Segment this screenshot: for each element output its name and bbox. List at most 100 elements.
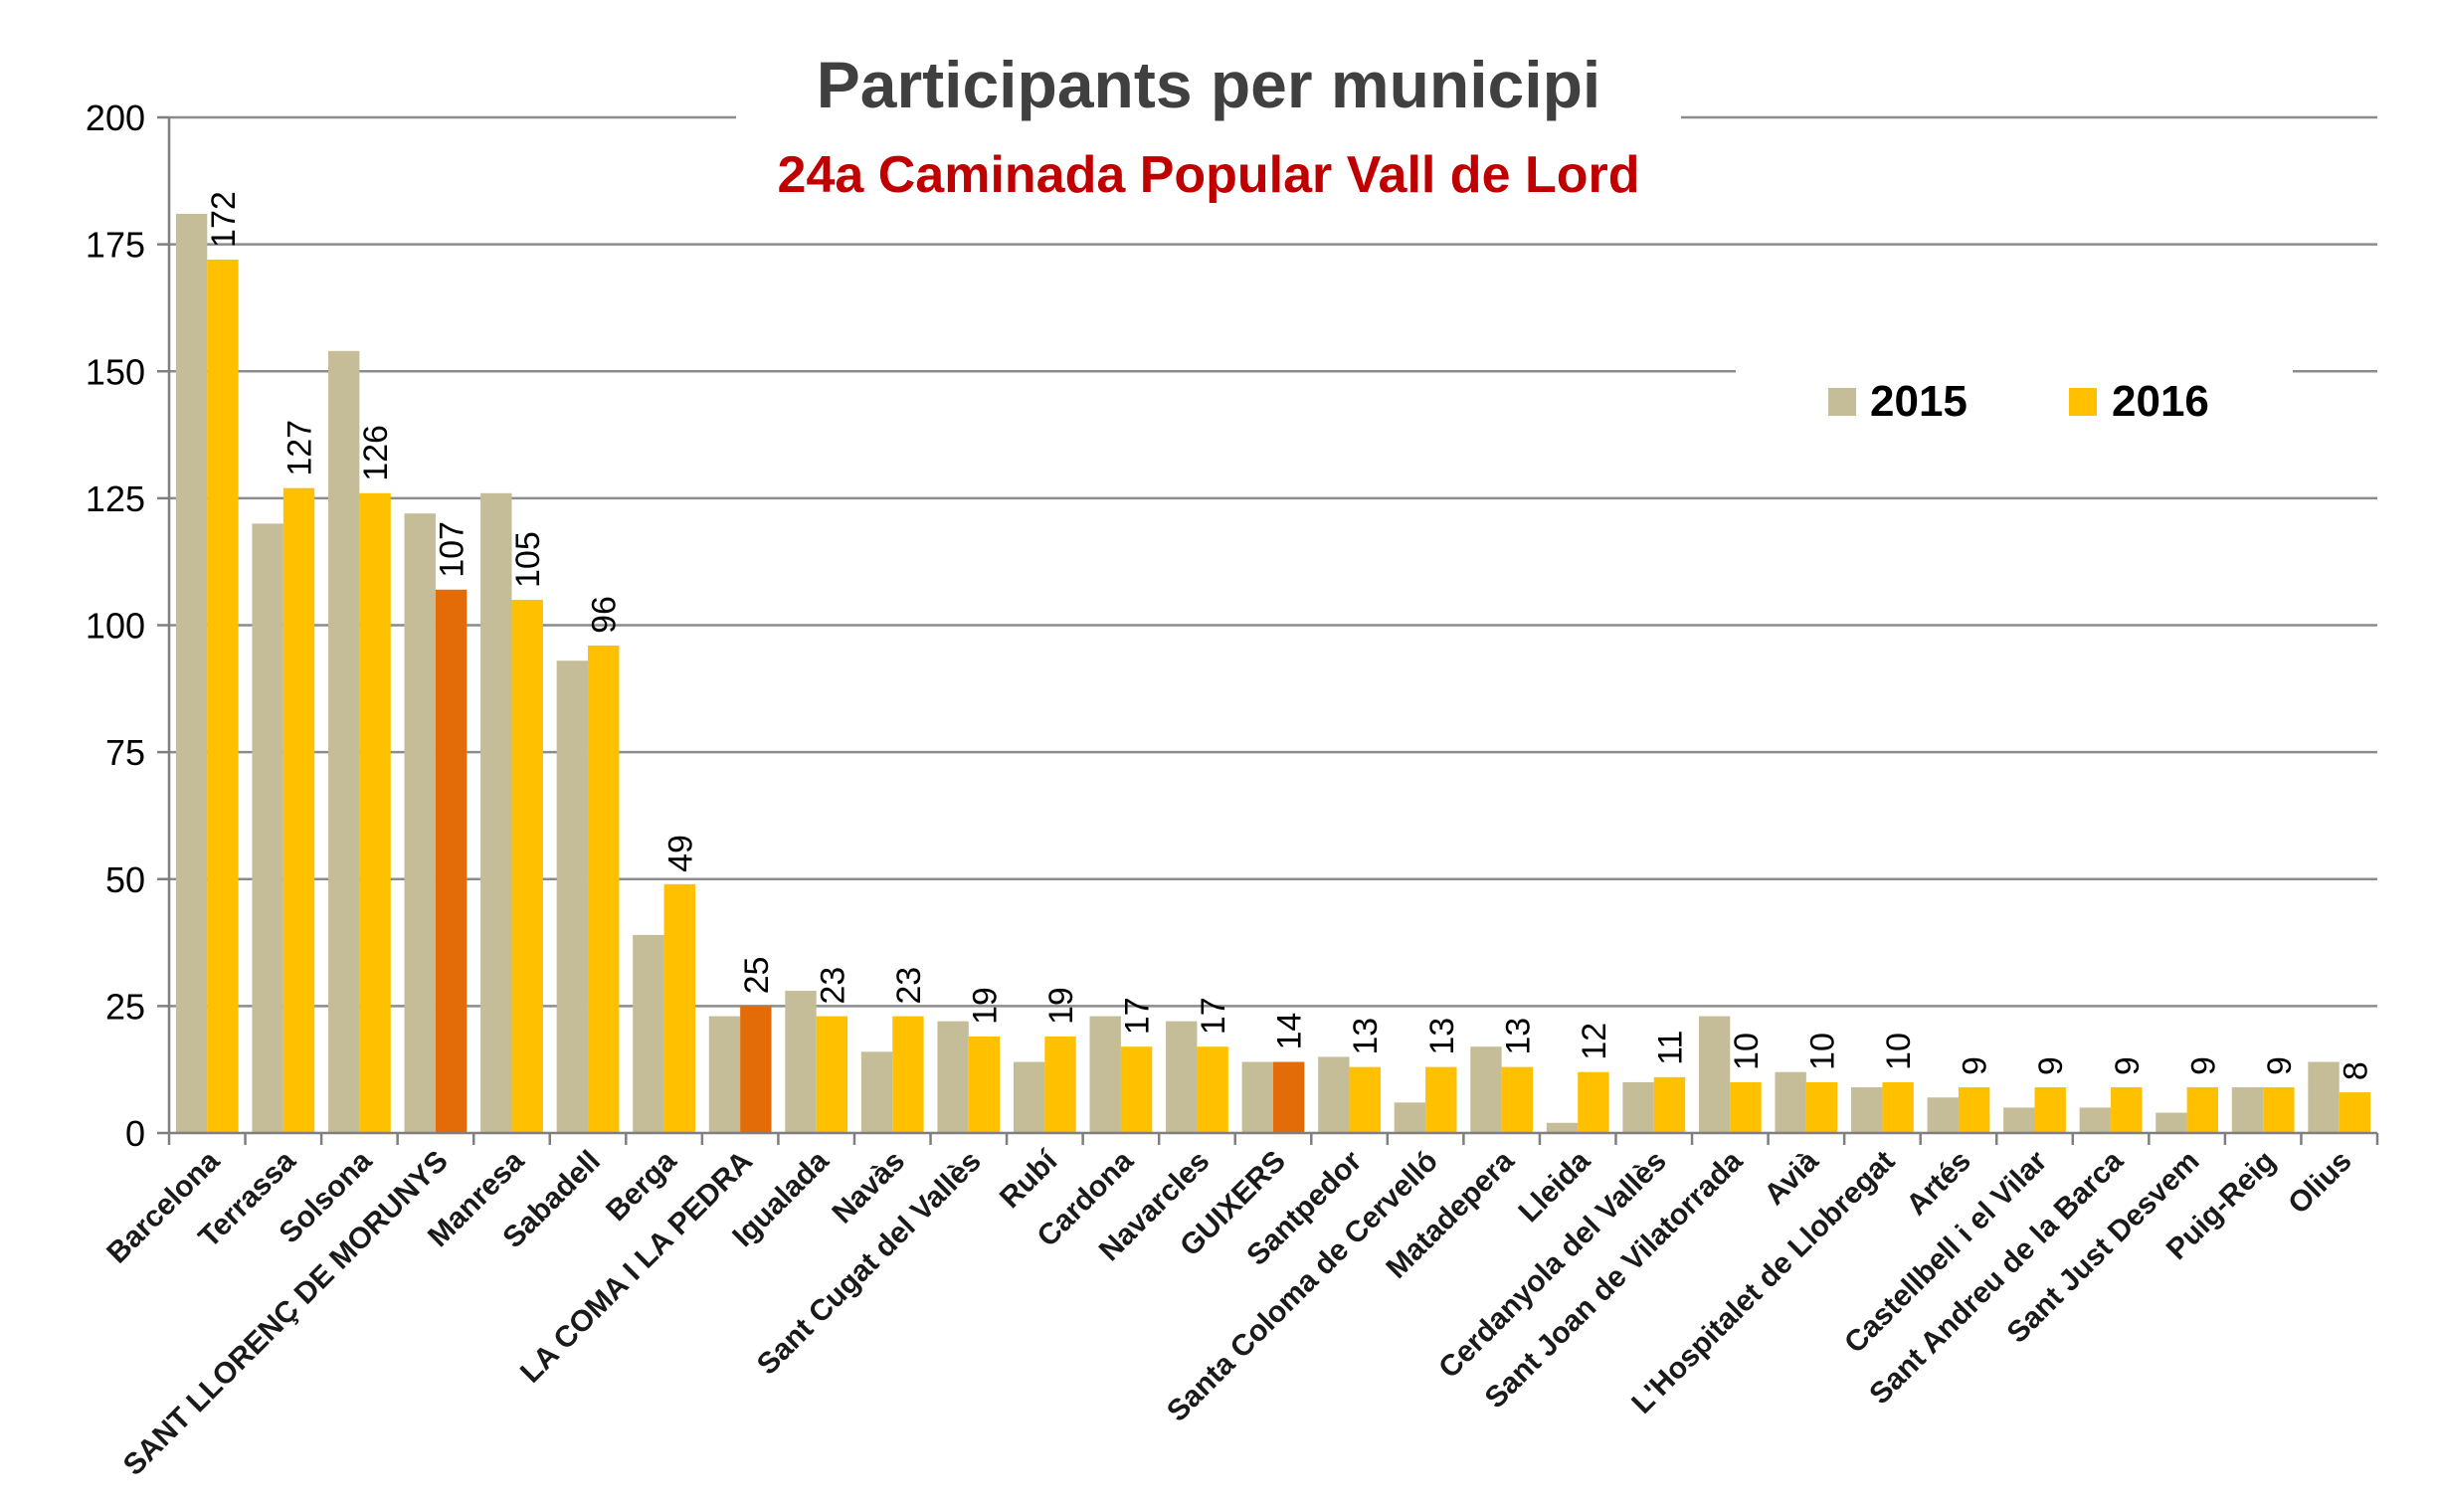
data-labels: 172 127 126 107 105 96 49 25 23 23 19 19 17 17 14 13 13 1…: [205, 191, 2374, 1080]
bar-2015: [1775, 1071, 1806, 1133]
bar-2015: [1089, 1016, 1121, 1133]
bar-2016: [1805, 1081, 1838, 1133]
bar-2015: [937, 1021, 969, 1133]
bar-2015: [1851, 1087, 1883, 1133]
bar-2016: [663, 883, 695, 1133]
data-label-2016: 10: [1804, 1033, 1842, 1070]
x-tick-label: Rubí: [994, 1143, 1065, 1215]
data-label-2016: 127: [281, 420, 319, 476]
bar-2016: [968, 1037, 1001, 1133]
data-label-2016: 172: [205, 191, 243, 248]
bar-2015: [2308, 1061, 2340, 1133]
bar-2016: [2186, 1087, 2219, 1133]
data-label-2016: 25: [738, 957, 776, 995]
bar-2015: [1318, 1056, 1350, 1133]
bar-2015: [1470, 1046, 1502, 1133]
bar-2016: [1653, 1076, 1686, 1133]
bar-2015: [2079, 1107, 2112, 1133]
data-label-2016: 19: [1042, 987, 1080, 1025]
bar-2015: [1698, 1016, 1731, 1133]
bar-2015: [708, 1016, 741, 1133]
chart-title: Participants per municipi: [817, 48, 1601, 121]
data-label-2016: 13: [1499, 1018, 1537, 1055]
bar-2015: [175, 213, 208, 1133]
bar-2016: [282, 487, 315, 1133]
data-label-2016: 105: [509, 531, 547, 588]
data-label-2016: 10: [1880, 1033, 1918, 1070]
data-label-2016: 19: [966, 987, 1004, 1025]
bar-2016: [1349, 1066, 1381, 1133]
legend-label-2016: 2016: [2112, 377, 2209, 426]
data-label-2016: 10: [1728, 1033, 1766, 1070]
x-tick-label: Barcelona: [100, 1144, 226, 1269]
legend-swatch-2016: [2069, 388, 2097, 416]
bar-2016: [1120, 1046, 1153, 1133]
bar-2015: [1394, 1102, 1426, 1133]
bar-2016: [2339, 1092, 2371, 1133]
bar-2015: [556, 661, 589, 1133]
bar-2015: [1927, 1097, 1959, 1133]
chart-subtitle: 24a Caminada Popular Vall de Lord: [778, 146, 1640, 204]
bar-2016: [892, 1016, 924, 1133]
bar-2015: [860, 1051, 893, 1133]
bar-2016: [511, 599, 543, 1133]
data-label-2016: 12: [1576, 1023, 1613, 1060]
bar-2015: [1166, 1021, 1198, 1133]
bar-2016: [816, 1016, 848, 1133]
bar-2016: [435, 589, 468, 1133]
bar-2016: [740, 1006, 772, 1133]
data-label-2016: 9: [1957, 1056, 1994, 1075]
data-label-2016: 13: [1347, 1018, 1385, 1055]
x-tick-label: Olius: [2282, 1145, 2357, 1221]
data-label-2016: 9: [2032, 1056, 2070, 1075]
legend: 2015 2016: [1736, 353, 2293, 448]
bar-2016: [1501, 1066, 1534, 1133]
bar-2016: [1044, 1037, 1076, 1133]
bar-2015: [633, 934, 664, 1133]
y-tick-label: 175: [86, 225, 145, 266]
bar-2015: [2003, 1107, 2035, 1133]
bar-2015: [2231, 1087, 2264, 1133]
bar-2016: [1730, 1081, 1762, 1133]
data-label-2016: 11: [1651, 1031, 1689, 1065]
bar-2016: [2263, 1087, 2295, 1133]
bar-2015: [1546, 1122, 1579, 1133]
bar-2016: [588, 645, 620, 1133]
data-label-2016: 49: [661, 835, 699, 872]
bar-2015: [1622, 1081, 1654, 1133]
bar-2016: [2034, 1087, 2066, 1133]
bar-2016: [1425, 1066, 1457, 1133]
title-background: [736, 52, 1681, 206]
legend-background: [1736, 353, 2293, 448]
bar-2015: [480, 492, 512, 1133]
bar-2015: [785, 991, 817, 1133]
bar-2016: [1958, 1087, 1990, 1133]
legend-label-2015: 2015: [1870, 377, 1968, 426]
data-label-2016: 8: [2337, 1061, 2374, 1080]
y-tick-label: 200: [86, 97, 145, 138]
bar-2016: [1273, 1061, 1305, 1133]
data-label-2016: 23: [890, 967, 928, 1005]
bar-2016: [1882, 1081, 1914, 1133]
bar-2015: [327, 350, 360, 1134]
bar-2016: [2111, 1087, 2143, 1133]
data-label-2016: 107: [434, 521, 471, 578]
bar-2015: [404, 513, 436, 1133]
y-tick-label: 75: [105, 732, 145, 773]
y-tick-label: 50: [105, 859, 145, 900]
data-label-2016: 17: [1195, 997, 1232, 1035]
data-label-2016: 17: [1119, 997, 1157, 1035]
bars: [175, 213, 2371, 1134]
x-tick-label: Avià: [1758, 1144, 1825, 1212]
bar-2016: [359, 492, 391, 1133]
bar-2015: [1241, 1061, 1273, 1133]
bar-2015: [2156, 1112, 2187, 1133]
data-label-2016: 23: [814, 967, 851, 1005]
y-tick-label: 125: [86, 478, 145, 519]
data-label-2016: 13: [1423, 1018, 1461, 1055]
y-tick-label: 100: [86, 606, 145, 647]
data-label-2016: 126: [357, 425, 395, 481]
y-tick-label: 25: [105, 986, 145, 1027]
y-tick-label: 150: [86, 351, 145, 392]
